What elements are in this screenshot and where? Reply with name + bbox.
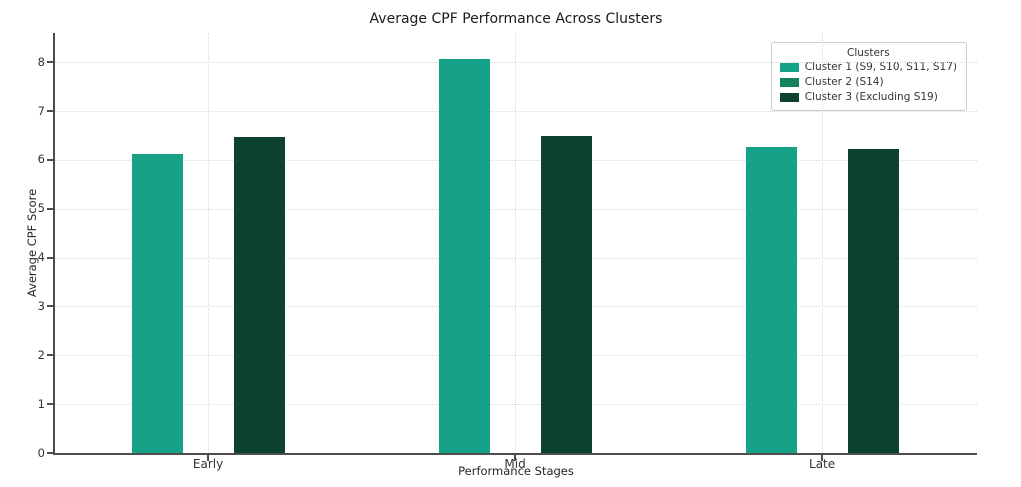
- y-tick-label-8: 8: [37, 54, 45, 69]
- y-tick-label-0: 0: [37, 445, 45, 460]
- y-tick-label-2: 2: [37, 347, 45, 362]
- x-tick-mark-mid: [514, 455, 517, 461]
- y-axis-spine: [53, 33, 55, 455]
- legend-item-1: Cluster 1 (S9, S10, S11, S17): [779, 61, 957, 74]
- x-tick-label-early: Early: [192, 457, 224, 471]
- legend-title: Clusters: [846, 47, 890, 59]
- y-tick-mark-5: [47, 207, 53, 210]
- legend-item-2: Cluster 2 (S14): [779, 76, 957, 89]
- y-tick-mark-4: [47, 256, 53, 259]
- bar-early-series1: [131, 153, 183, 453]
- y-tick-mark-1: [47, 403, 53, 406]
- bar-early-series3: [233, 137, 285, 453]
- x-tick-label-mid: Mid: [504, 457, 526, 471]
- v-gridline-late: [822, 33, 824, 453]
- legend-item-3: Cluster 3 (Excluding S19): [779, 91, 957, 104]
- bar-mid-series1: [438, 58, 490, 453]
- bar-late-series3: [847, 149, 899, 453]
- y-tick-mark-0: [47, 452, 53, 454]
- y-tick-mark-3: [47, 305, 53, 308]
- legend-items: Cluster 1 (S9, S10, S11, S17) Cluster 2 (…: [779, 61, 957, 104]
- legend-item-label: Cluster 2 (S14): [804, 76, 884, 89]
- chart-title: Average CPF Performance Across Clusters: [369, 11, 663, 27]
- y-tick-label-5: 5: [37, 201, 45, 216]
- y-tick-label-1: 1: [37, 396, 45, 411]
- y-tick-mark-7: [47, 110, 53, 113]
- legend-swatch-icon: [779, 63, 799, 73]
- v-gridline-mid: [515, 33, 517, 453]
- y-tick-mark-8: [47, 61, 53, 64]
- x-tick-mark-late: [821, 455, 824, 461]
- legend: Clusters Cluster 1 (S9, S10, S11, S17) Cl…: [770, 42, 967, 112]
- x-tick-mark-early: [207, 455, 210, 461]
- legend-item-label: Cluster 1 (S9, S10, S11, S17): [804, 61, 957, 73]
- v-gridline-early: [208, 33, 210, 453]
- y-tick-label-3: 3: [37, 298, 45, 313]
- y-tick-mark-2: [47, 354, 53, 357]
- legend-swatch-icon: [779, 93, 799, 103]
- x-axis-spine: [53, 453, 977, 455]
- x-axis-label: Performance Stages: [458, 464, 574, 478]
- y-tick-label-4: 4: [37, 250, 45, 265]
- x-tick-label-late: Late: [809, 457, 836, 471]
- legend-item-label: Cluster 3 (Excluding S19): [804, 91, 938, 104]
- bar-mid-series3: [540, 136, 592, 453]
- plot-area: Clusters Cluster 1 (S9, S10, S11, S17) Cl…: [38, 33, 977, 470]
- legend-swatch-icon: [779, 78, 799, 88]
- y-tick-label-7: 7: [37, 103, 45, 118]
- bar-late-series1: [745, 146, 797, 453]
- y-tick-mark-6: [47, 158, 53, 161]
- y-tick-label-6: 6: [37, 152, 45, 167]
